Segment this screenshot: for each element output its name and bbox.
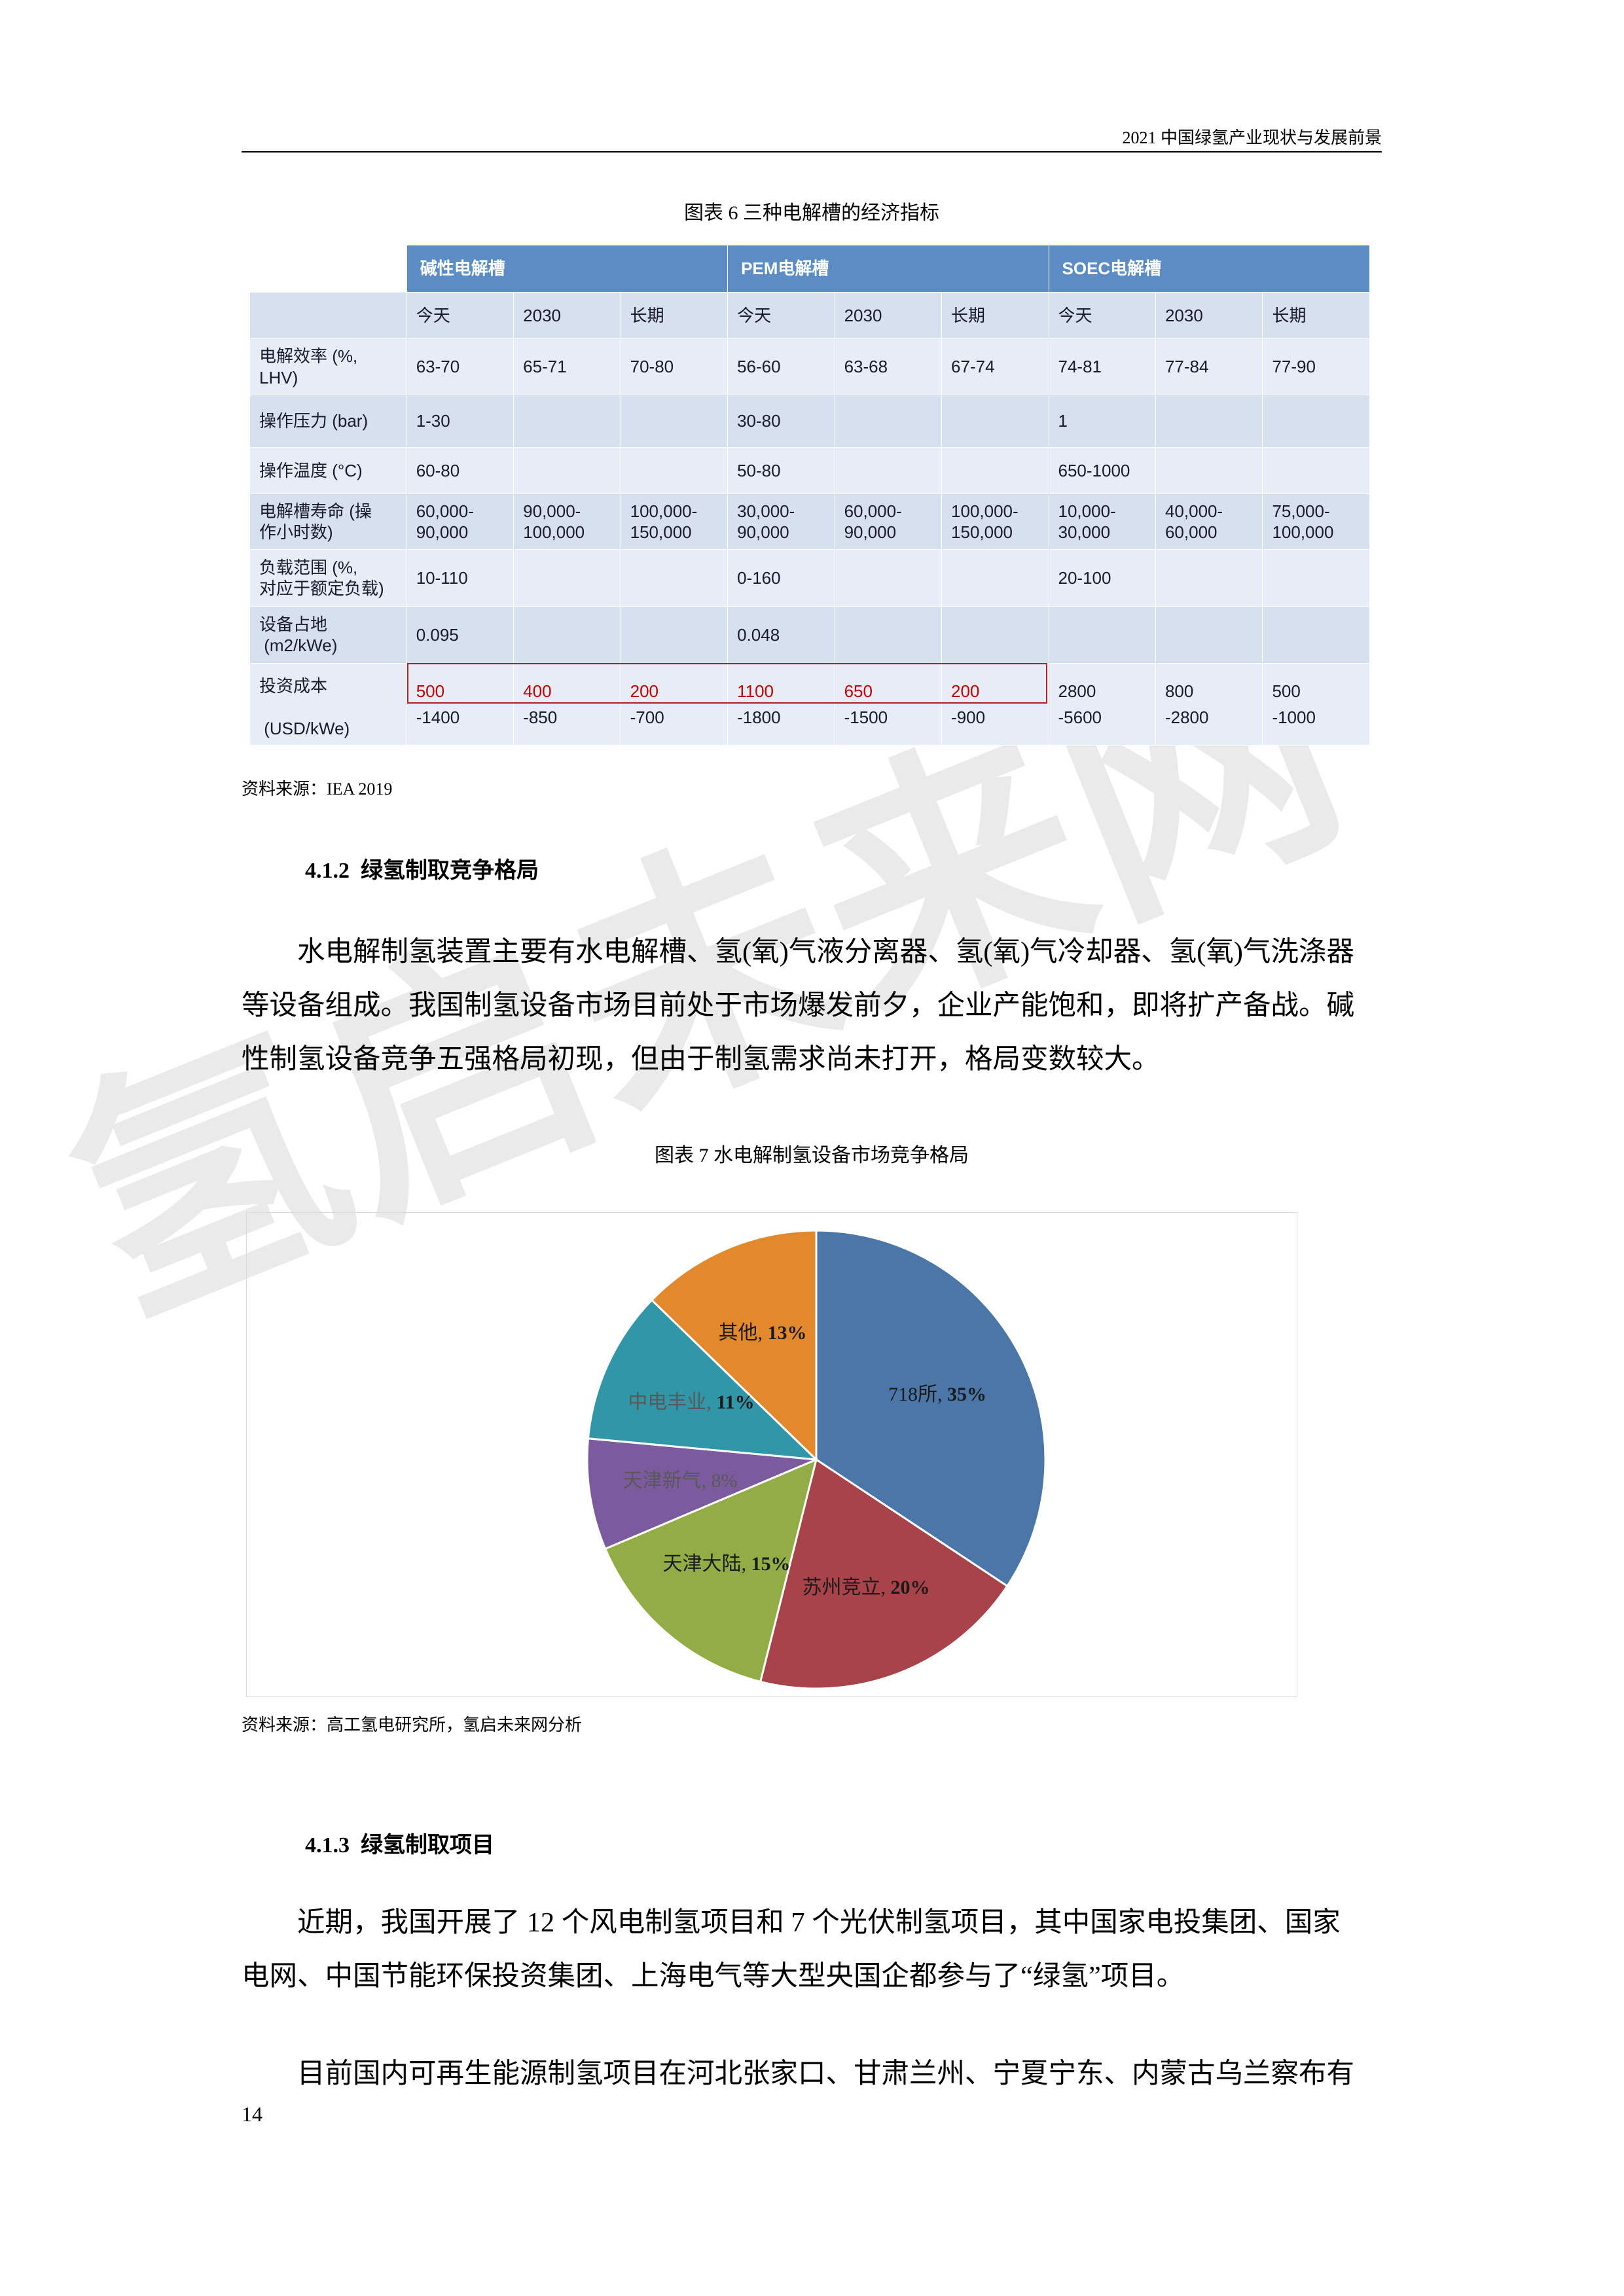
svg-text:中电丰业, 11%: 中电丰业, 11% [628,1391,754,1413]
svg-text:苏州竞立, 20%: 苏州竞立, 20% [803,1577,930,1598]
svg-text:天津新气, 8%: 天津新气, 8% [623,1470,738,1492]
svg-text:其他, 13%: 其他, 13% [719,1322,807,1344]
svg-text:718所, 35%: 718所, 35% [888,1384,986,1405]
svg-text:天津大陆, 15%: 天津大陆, 15% [663,1553,791,1575]
